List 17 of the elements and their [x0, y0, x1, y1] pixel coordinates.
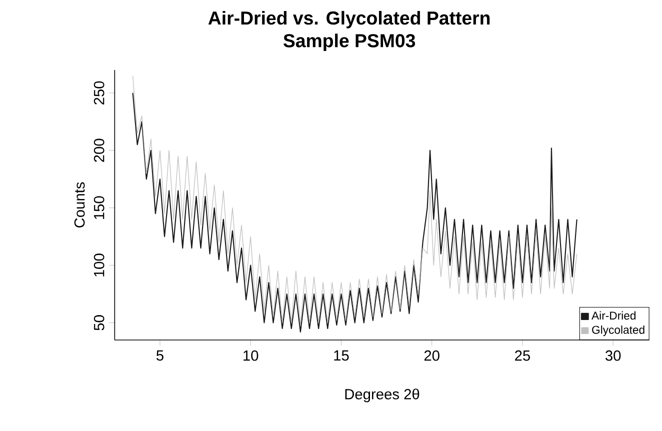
- x-tick-label: 25: [515, 350, 530, 361]
- y-tick-label: 50: [94, 315, 104, 330]
- y-tick-label: 100: [94, 254, 104, 276]
- chart-subtitle: Sample PSM03: [283, 34, 416, 52]
- y-axis-title: Counts: [74, 182, 85, 228]
- x-tick-label: 5: [156, 350, 164, 361]
- x-axis-title: Degrees 2θ: [345, 388, 420, 402]
- x-tick-label: 30: [605, 350, 621, 361]
- x-tick-label: 20: [424, 350, 440, 361]
- y-tick-label: 150: [94, 196, 104, 219]
- y-tick-label: 250: [94, 81, 104, 104]
- chart-title: Air-Dried vs. Glycolated Pattern: [208, 10, 490, 28]
- legend-label: Air-Dried: [592, 311, 636, 320]
- x-tick-label: 10: [244, 350, 258, 361]
- y-tick-label: 200: [94, 138, 104, 162]
- legend-label: Glycolated: [592, 326, 644, 336]
- x-tick-label: 15: [334, 350, 349, 361]
